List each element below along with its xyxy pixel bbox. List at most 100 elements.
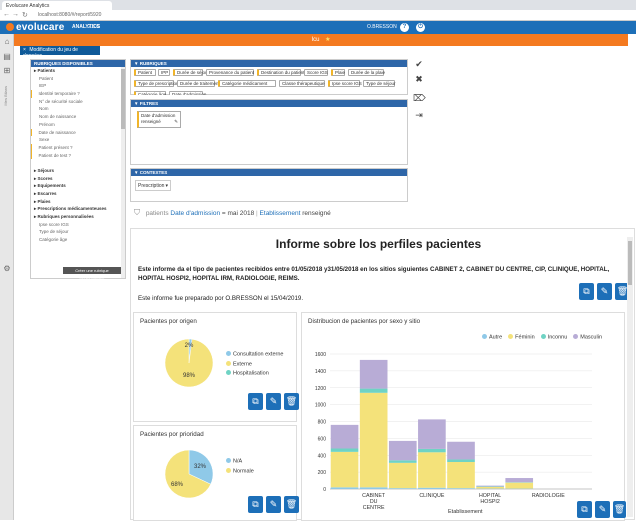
- legend-item[interactable]: Externe: [226, 361, 283, 368]
- home-icon[interactable]: ⌂: [2, 37, 12, 47]
- field-item[interactable]: Patient présent ?: [31, 144, 120, 152]
- bar-segment[interactable]: [331, 487, 359, 489]
- bar-segment[interactable]: [447, 462, 475, 488]
- field-chip[interactable]: IPP: [158, 69, 170, 76]
- field-category[interactable]: ▸ Séjours: [31, 167, 120, 175]
- bar-segment[interactable]: [331, 452, 359, 487]
- field-category[interactable]: ▸ Escarres: [31, 190, 120, 198]
- field-category[interactable]: ▸ Scores: [31, 175, 120, 183]
- field-chip[interactable]: Classe thérapeutique: [279, 80, 325, 87]
- field-item[interactable]: Patient de test ?: [31, 152, 120, 160]
- bar-segment[interactable]: [360, 393, 388, 488]
- field-category[interactable]: ▸ Plaies: [31, 198, 120, 206]
- copy-button[interactable]: ⧉: [579, 283, 594, 300]
- field-item[interactable]: Patient: [31, 75, 120, 83]
- field-category[interactable]: ▸ Patients: [31, 67, 120, 75]
- bar-segment[interactable]: [389, 460, 417, 463]
- legend-item[interactable]: N/A: [226, 458, 254, 465]
- field-category[interactable]: ▸ Prescriptions médicamenteuses: [31, 205, 120, 213]
- bar-segment[interactable]: [447, 488, 475, 489]
- bar-segment[interactable]: [447, 442, 475, 460]
- create-custom-field-button[interactable]: Créer une rubrique personnalisée: [63, 267, 121, 274]
- field-chip[interactable]: Catégorie âge: [134, 91, 166, 95]
- edit-button[interactable]: ✎: [595, 501, 610, 518]
- user-menu[interactable]: O.BRESSON: [367, 24, 397, 30]
- edit-button[interactable]: ✎: [597, 283, 612, 300]
- field-item[interactable]: Ipse score IGS: [31, 221, 120, 229]
- validate-icon[interactable]: ✔: [413, 59, 425, 71]
- edit-button[interactable]: ✎: [266, 393, 281, 410]
- field-chip[interactable]: Durée de traitement: [177, 80, 215, 87]
- bar-segment[interactable]: [360, 389, 388, 393]
- star-icon[interactable]: ★: [325, 37, 330, 43]
- query-title[interactable]: Icu: [311, 37, 319, 43]
- field-chip[interactable]: Durée de séjour: [173, 69, 203, 76]
- url-field[interactable]: localhost:8080/#/report/5920: [38, 12, 101, 18]
- field-chip[interactable]: Durée de la plaie: [348, 69, 384, 76]
- bar-segment[interactable]: [331, 449, 359, 452]
- copy-button[interactable]: ⧉: [248, 496, 263, 513]
- bar-segment[interactable]: [331, 425, 359, 449]
- bar-segment[interactable]: [418, 488, 446, 489]
- power-icon[interactable]: ⏻: [416, 23, 425, 32]
- field-chip[interactable]: Type de prescription: [134, 80, 174, 87]
- bar-segment[interactable]: [505, 478, 533, 482]
- forward-icon[interactable]: →: [12, 11, 19, 18]
- field-chip[interactable]: Type de séjour: [363, 80, 395, 87]
- browser-tab[interactable]: Evolucare Analytics: [2, 1, 112, 10]
- report-scrollbar[interactable]: [627, 237, 633, 517]
- field-item[interactable]: Catégorie âge: [31, 236, 120, 244]
- bar-segment[interactable]: [476, 487, 504, 489]
- field-item[interactable]: Identité temporaire ?: [31, 90, 120, 98]
- copy-button[interactable]: ⧉: [248, 393, 263, 410]
- export-icon[interactable]: ⇥: [413, 110, 425, 122]
- delete-button[interactable]: 🗑: [613, 501, 626, 518]
- edit-button[interactable]: ✎: [266, 496, 281, 513]
- field-category[interactable]: ▸ Rubriques personnalisées: [31, 213, 120, 221]
- field-chip[interactable]: Score IGS: [304, 69, 328, 76]
- bar-segment[interactable]: [447, 459, 475, 462]
- bar-segment[interactable]: [360, 487, 388, 489]
- field-chip[interactable]: Date d'admission: [169, 91, 203, 95]
- edit-icon[interactable]: ✎: [174, 119, 178, 125]
- cancel-icon[interactable]: ✖: [413, 74, 425, 86]
- legend-item[interactable]: Normale: [226, 468, 254, 475]
- bar-segment[interactable]: [418, 419, 446, 449]
- field-category[interactable]: ▸ Equipements: [31, 182, 120, 190]
- field-chip[interactable]: Plaie: [331, 69, 345, 76]
- field-chip[interactable]: Provenance du patient: [206, 69, 254, 76]
- context-select[interactable]: Prescription▾: [135, 180, 171, 191]
- dataset-edit-tab[interactable]: × Modification du jeu de données: [20, 46, 100, 55]
- legend-item[interactable]: Hospitalisation: [226, 370, 283, 377]
- bar-segment[interactable]: [389, 441, 417, 460]
- filter-chip[interactable]: Date d'admission renseigné ✎: [137, 111, 181, 128]
- field-item[interactable]: IEP: [31, 82, 120, 90]
- bar-segment[interactable]: [360, 360, 388, 389]
- field-item[interactable]: Nom: [31, 105, 120, 113]
- field-chip[interactable]: Patient: [134, 69, 156, 76]
- legend-item[interactable]: Consultation externe: [226, 351, 283, 358]
- field-item[interactable]: Prénom: [31, 121, 120, 129]
- help-icon[interactable]: ?: [400, 23, 409, 32]
- reload-icon[interactable]: ↻: [22, 11, 28, 19]
- copy-button[interactable]: ⧉: [577, 501, 592, 518]
- report-icon[interactable]: ▤: [2, 52, 12, 62]
- add-report-icon[interactable]: ⊞: [2, 66, 12, 76]
- delete-button[interactable]: 🗑: [284, 393, 299, 410]
- field-item[interactable]: Date de naissance: [31, 129, 120, 137]
- field-item[interactable]: N° de sécurité sociale: [31, 98, 120, 106]
- field-chip[interactable]: Ipse score IGS: [328, 80, 360, 87]
- field-item[interactable]: Sexe: [31, 136, 120, 144]
- delete-button[interactable]: 🗑: [284, 496, 299, 513]
- bar-segment[interactable]: [389, 488, 417, 489]
- bar-segment[interactable]: [389, 463, 417, 488]
- bar-segment[interactable]: [418, 449, 446, 452]
- field-chip[interactable]: Destination du patient: [257, 69, 301, 76]
- back-icon[interactable]: ←: [3, 11, 10, 18]
- field-item[interactable]: Nom de naissance: [31, 113, 120, 121]
- clear-icon[interactable]: ⌦: [413, 93, 425, 105]
- field-item[interactable]: Type de séjour: [31, 228, 120, 236]
- bar-segment[interactable]: [418, 452, 446, 487]
- settings-icon[interactable]: ⚙: [2, 264, 12, 274]
- field-chip[interactable]: Catégorie médicament: [218, 80, 276, 87]
